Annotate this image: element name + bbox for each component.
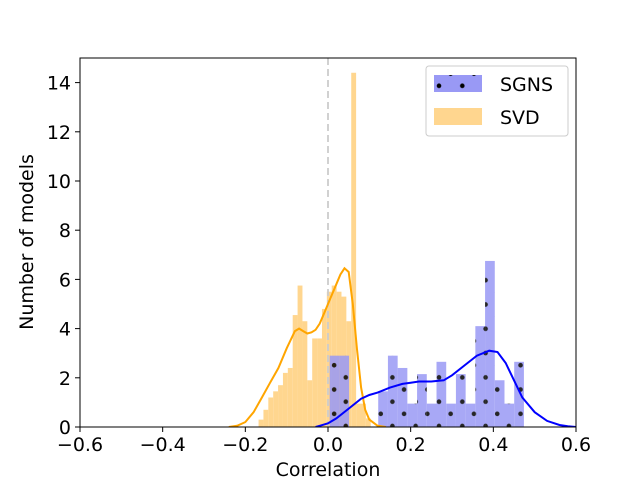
x-tick-label: −0.2 — [222, 434, 268, 456]
y-tick-label: 6 — [59, 269, 71, 291]
svd-bar-1 — [263, 409, 269, 427]
x-tick-label: −0.4 — [140, 434, 186, 456]
svd-bar-7 — [292, 315, 298, 427]
plot-area — [228, 58, 576, 427]
sgns-density-curve — [315, 349, 576, 427]
svd-bar-6 — [287, 367, 293, 427]
y-tick-label: 14 — [47, 73, 71, 95]
sgns-bar-15 — [504, 403, 515, 427]
svd-bar-4 — [278, 385, 283, 427]
svd-bar-2 — [268, 397, 274, 427]
legend: SGNS SVD — [425, 65, 569, 137]
sgns-bar-6 — [417, 374, 427, 427]
x-tick-label: −0.6 — [57, 434, 103, 456]
x-tick-label: 0.4 — [478, 434, 508, 456]
sgns-bar-8 — [436, 361, 447, 427]
legend-label-svd: SVD — [500, 107, 540, 129]
svd-bar-0 — [258, 419, 264, 427]
svd-bar-22 — [365, 418, 371, 427]
svd-bar-13 — [321, 308, 327, 427]
sgns-bar-7 — [426, 403, 437, 427]
svd-bar-21 — [360, 403, 366, 427]
y-tick-label: 12 — [47, 122, 71, 144]
sgns-bar-1 — [339, 355, 350, 427]
y-tick-label: 2 — [59, 368, 71, 390]
sgns-bar-0 — [329, 355, 340, 427]
y-tick-label: 8 — [59, 220, 71, 242]
y-tick-label: 0 — [59, 417, 71, 439]
sgns-bar-16 — [514, 361, 524, 427]
x-tick-label: 0.6 — [561, 434, 591, 456]
sgns-bar-3 — [387, 355, 398, 427]
sgns-bar-11 — [465, 403, 476, 427]
y-axis-label: Number of models — [16, 154, 38, 330]
y-axis: 0 2 4 6 8 10 12 14 — [47, 73, 80, 439]
svd-density-curve — [228, 266, 387, 427]
legend-swatch-svd — [434, 108, 482, 125]
y-tick-label: 4 — [59, 319, 71, 341]
svd-bar-3 — [273, 391, 279, 427]
svd-bar-9 — [302, 321, 308, 427]
legend-swatch-sgns — [434, 75, 482, 92]
sgns-bar-2 — [378, 391, 388, 427]
x-tick-label: 0.0 — [313, 434, 343, 456]
x-axis-label: Correlation — [276, 459, 381, 480]
svd-bar-12 — [317, 338, 322, 427]
sgns-bar-13 — [485, 260, 495, 427]
svd-bar-20 — [356, 403, 361, 427]
sgns-bars — [329, 260, 524, 427]
x-tick-label: 0.2 — [396, 434, 426, 456]
sgns-bar-12 — [475, 326, 486, 427]
sgns-bar-5 — [407, 403, 418, 427]
x-axis: −0.6 −0.4 −0.2 0.0 0.2 0.4 0.6 — [57, 427, 591, 456]
sgns-bar-14 — [494, 380, 505, 427]
svd-bar-19 — [351, 72, 357, 427]
svd-bar-10 — [307, 380, 313, 427]
svd-bar-8 — [297, 285, 303, 427]
svd-bar-14 — [326, 291, 332, 427]
svd-bar-11 — [312, 338, 318, 427]
sgns-bar-10 — [455, 374, 466, 427]
svd-bar-5 — [282, 372, 288, 427]
sgns-bar-9 — [446, 403, 456, 427]
sgns-bar-4 — [397, 367, 408, 427]
legend-label-sgns: SGNS — [500, 74, 553, 96]
y-tick-label: 10 — [47, 171, 71, 193]
